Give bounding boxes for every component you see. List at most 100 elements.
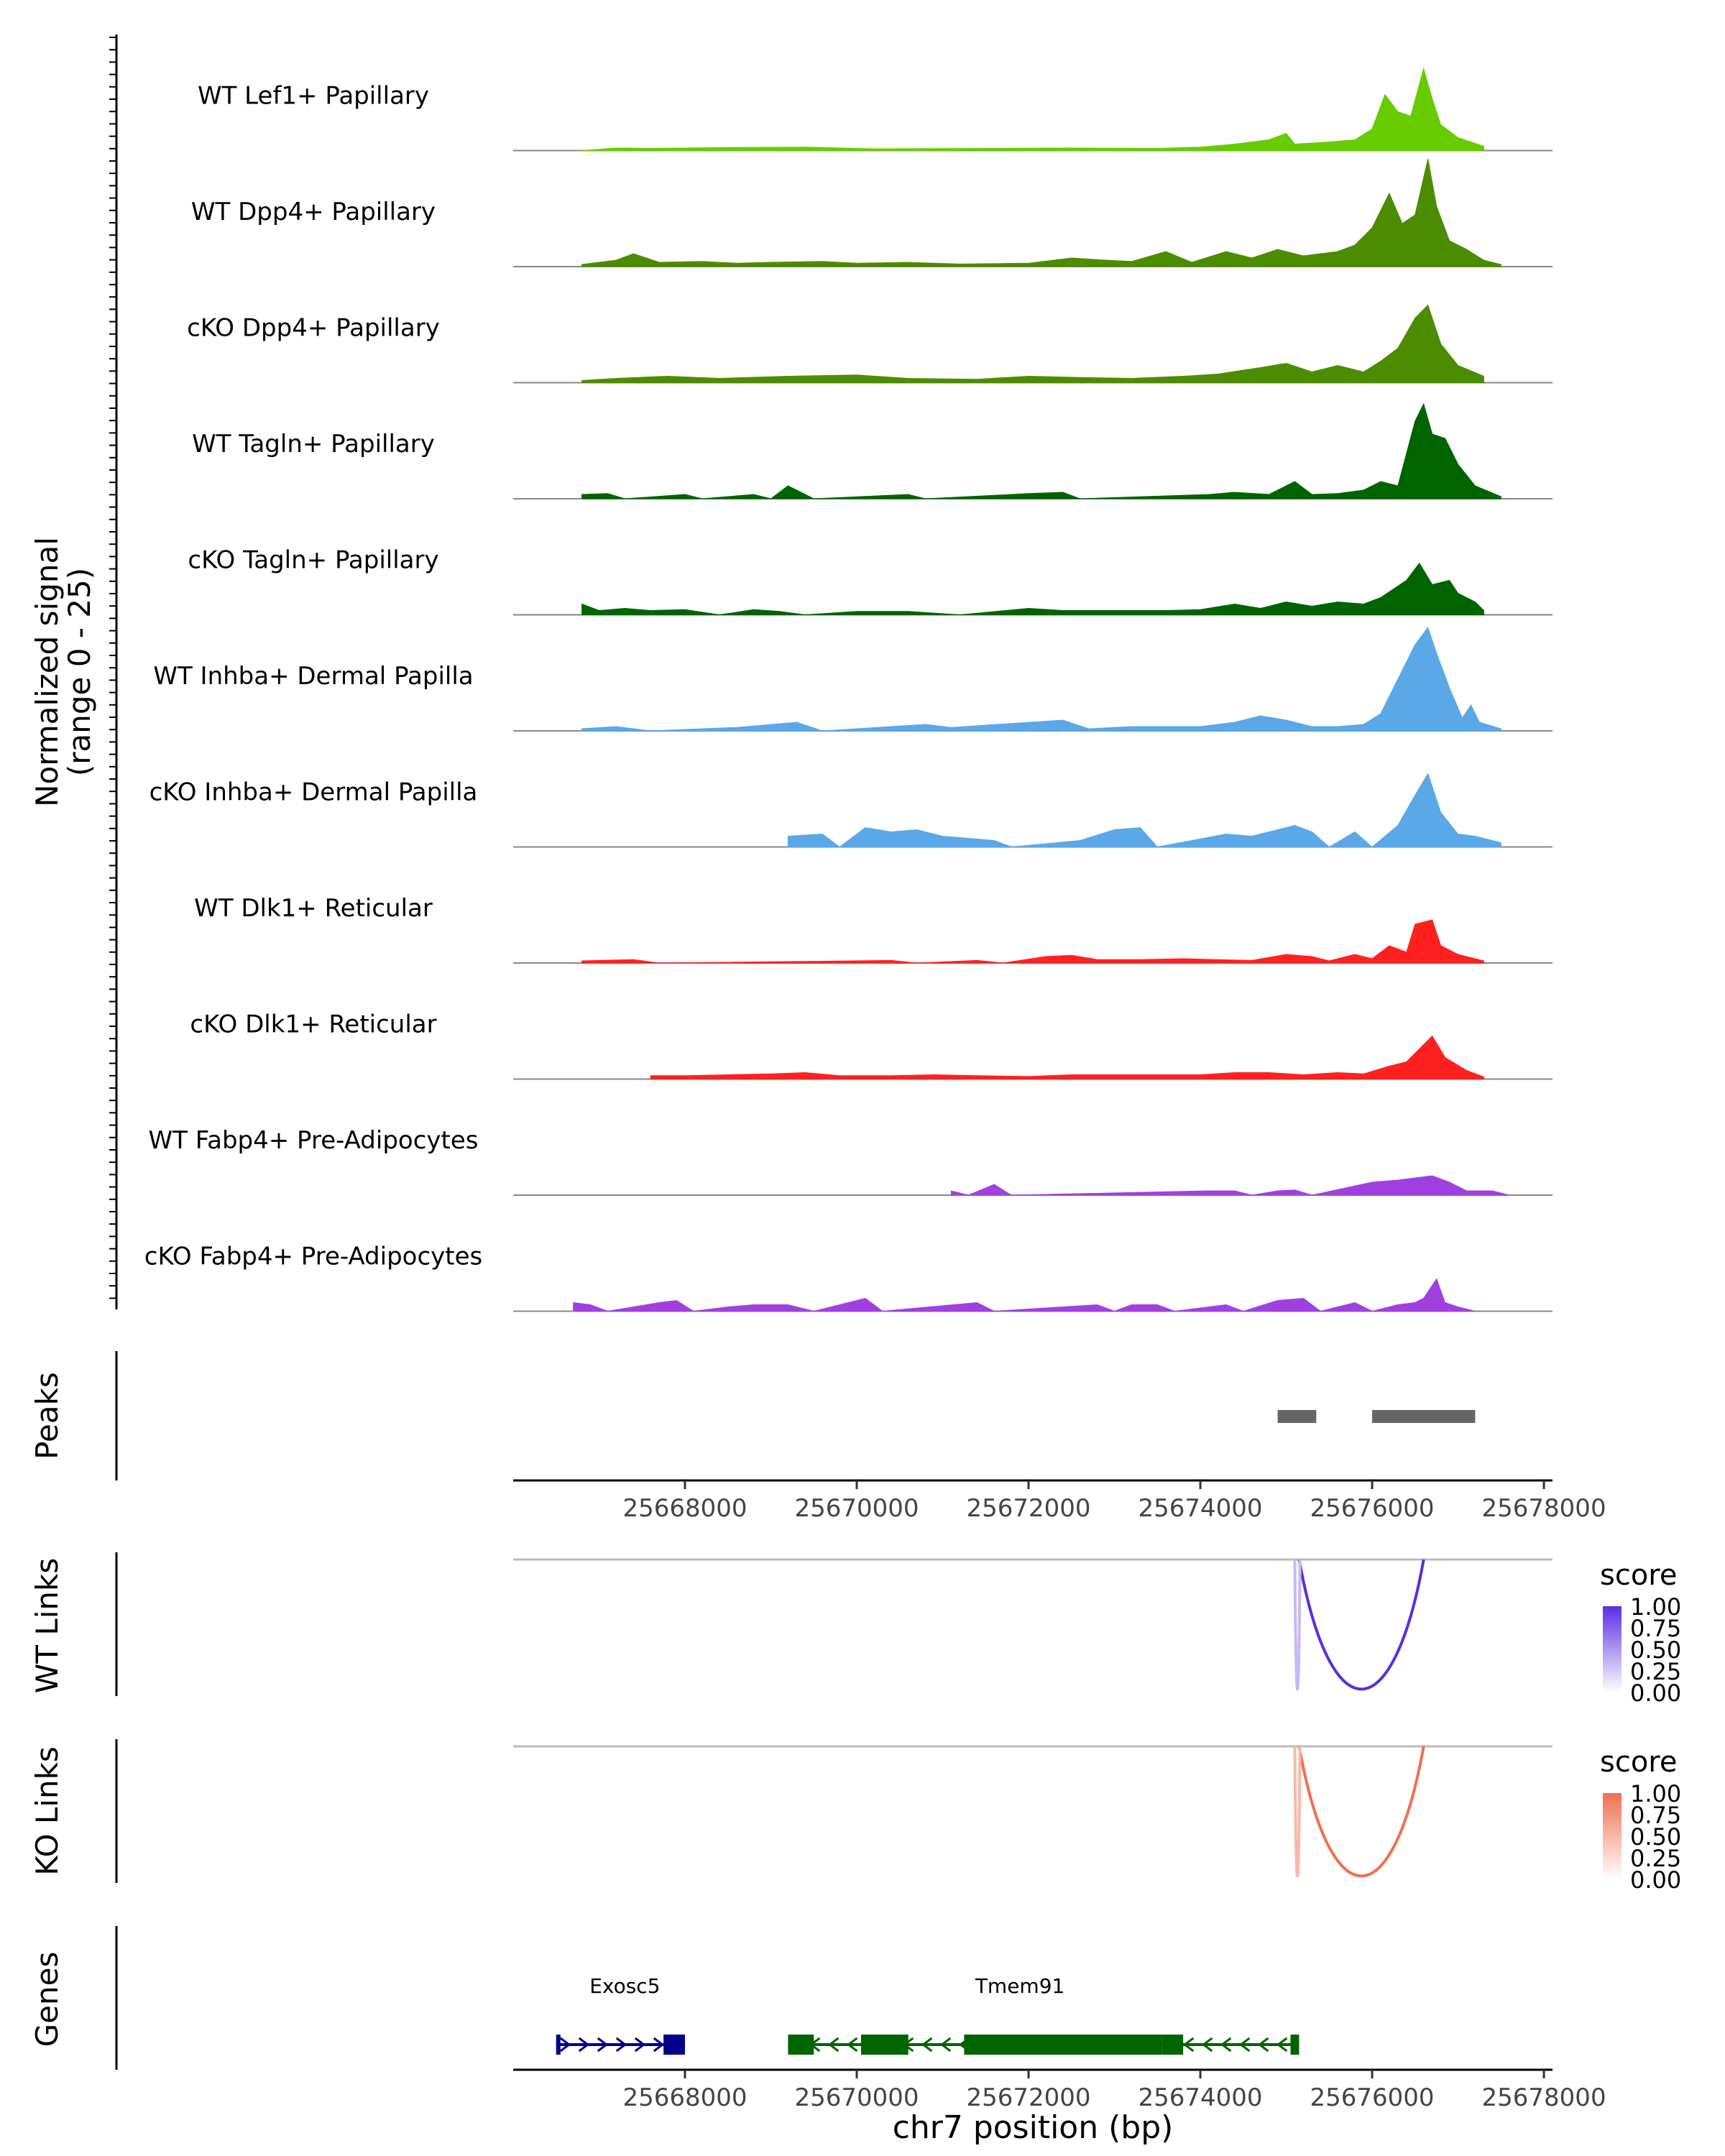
legend-tick-label: 0.50 (1630, 1636, 1681, 1664)
genes-x-axis: 25668000 25670000 25672000 25674000 25676000… (622, 2070, 1606, 2112)
ko-legend-title: score (1600, 1746, 1677, 1779)
coverage-track: WT Inhba+ Dermal Papilla (153, 626, 1552, 732)
genes-panel: Genes Exosc5 Tmem91 25668000 25670000 25672… (29, 1926, 1606, 2146)
legend-tick-label: 1.00 (1630, 1593, 1681, 1621)
gene-exon (663, 2035, 686, 2055)
strand-arrow (578, 2037, 590, 2053)
coverage-track: cKO Inhba+ Dermal Papilla (150, 773, 1552, 848)
x-tick-label: 25672000 (966, 1494, 1090, 1523)
x-axis-title: chr7 position (bp) (893, 2109, 1174, 2146)
legend-tick-label: 0.00 (1630, 1866, 1681, 1894)
legend-colorbar (1603, 1793, 1622, 1879)
gene-model: Tmem91 (788, 1974, 1300, 2055)
ko-links-label: KO Links (29, 1746, 65, 1876)
gene-exon (1162, 2035, 1184, 2055)
x-tick-label: 25672000 (966, 2083, 1090, 2112)
track-label: cKO Dlk1+ Reticular (190, 1010, 436, 1039)
strand-arrow (1276, 2037, 1288, 2053)
x-tick-label: 25678000 (1482, 1494, 1606, 1523)
legend-tick-label: 0.50 (1630, 1823, 1681, 1851)
x-tick-label: 25670000 (794, 2083, 919, 2112)
x-tick-label: 25678000 (1482, 2083, 1606, 2112)
legend-colorbar (1603, 1606, 1622, 1692)
strand-arrow (615, 2037, 627, 2053)
track-label: WT Dlk1+ Reticular (194, 894, 433, 923)
gene-models: Exosc5 Tmem91 (556, 1974, 1300, 2055)
links-track: 1.000.750.500.250.00 (513, 1745, 1681, 1894)
strand-arrow (1201, 2037, 1213, 2053)
coverage-area (787, 773, 1501, 848)
peaks-panel: Peaks 25668000 25670000 25672000 25674000 25… (29, 1351, 1606, 1523)
coverage-area (581, 562, 1484, 616)
strand-arrow (846, 2037, 858, 2053)
coverage-y-label-line1: Normalized signal (29, 537, 65, 807)
x-tick-label: 25668000 (622, 1494, 747, 1523)
peaks-x-axis: 25668000 25670000 25672000 25674000 25676000… (622, 1480, 1606, 1523)
coverage-area (581, 402, 1501, 499)
genes-label: Genes (29, 1952, 65, 2047)
track-label: WT Inhba+ Dermal Papilla (153, 662, 473, 691)
strand-arrow (921, 2037, 933, 2053)
links-panels: WT Links KO Links score score 1.000.750.… (29, 1552, 1681, 1894)
strand-arrow (559, 2037, 571, 2053)
x-tick-label: 25668000 (622, 2083, 747, 2112)
coverage-track: cKO Fabp4+ Pre-Adipocytes (144, 1243, 1552, 1312)
strand-arrow (1257, 2037, 1269, 2053)
strand-arrow (939, 2037, 952, 2053)
link-arc (1297, 1559, 1425, 1691)
link-arc (1293, 1746, 1302, 1878)
coverage-y-ticks (109, 37, 116, 1299)
coverage-track: cKO Dpp4+ Papillary (187, 304, 1552, 384)
peak-region (1372, 1410, 1476, 1423)
coverage-area (581, 626, 1501, 732)
x-tick-label: 25676000 (1310, 2083, 1435, 2112)
gene-exon (860, 2035, 908, 2055)
coverage-track: WT Lef1+ Papillary (198, 67, 1552, 152)
coverage-area (581, 67, 1484, 151)
strand-arrow (1238, 2037, 1251, 2053)
wt-links-label: WT Links (29, 1558, 65, 1693)
strand-arrow (1220, 2037, 1232, 2053)
coverage-y-axis (109, 34, 118, 1309)
track-label: WT Fabp4+ Pre-Adipocytes (149, 1126, 479, 1155)
legend-tick-label: 0.25 (1630, 1658, 1681, 1685)
gene-exon (964, 2035, 1162, 2055)
coverage-track: cKO Dlk1+ Reticular (190, 1010, 1552, 1080)
coverage-area (951, 1175, 1510, 1196)
track-label: cKO Dpp4+ Papillary (187, 314, 440, 343)
link-arcs: 1.000.750.500.250.001.000.750.500.250.00 (513, 1558, 1681, 1894)
gene-model: Exosc5 (556, 1974, 686, 2055)
coverage-area (650, 1035, 1484, 1079)
wt-legend-title: score (1600, 1559, 1677, 1592)
legend-tick-label: 0.75 (1630, 1615, 1681, 1642)
gene-exon (556, 2035, 561, 2055)
coverage-tracks: WT Lef1+ Papillary WT Dpp4+ Papillary cKO … (144, 67, 1552, 1312)
coverage-area (581, 304, 1484, 383)
strand-arrow (1182, 2037, 1195, 2053)
coverage-track: WT Dpp4+ Papillary (191, 158, 1552, 267)
x-tick-label: 25676000 (1310, 1494, 1435, 1523)
links-track: 1.000.750.500.250.00 (513, 1558, 1681, 1707)
gene-exon (1290, 2035, 1300, 2055)
gene-label: Exosc5 (589, 1974, 660, 1998)
coverage-area (581, 919, 1484, 964)
coverage-track: WT Dlk1+ Reticular (194, 894, 1552, 964)
x-tick-label: 25670000 (794, 1494, 919, 1523)
gene-exon (788, 2035, 814, 2055)
peak-regions (1277, 1410, 1476, 1423)
x-tick-label: 25674000 (1138, 1494, 1263, 1523)
coverage-track: WT Tagln+ Papillary (192, 402, 1552, 499)
strand-arrow (653, 2037, 665, 2053)
legend-tick-label: 0.25 (1630, 1845, 1681, 1872)
coverage-y-label-line2: (range 0 - 25) (62, 568, 97, 776)
track-label: cKO Inhba+ Dermal Papilla (150, 778, 478, 807)
peaks-label: Peaks (29, 1372, 65, 1460)
link-arc (1293, 1559, 1302, 1691)
legend-tick-label: 1.00 (1630, 1780, 1681, 1807)
strand-arrow (634, 2037, 646, 2053)
track-label: WT Lef1+ Papillary (198, 82, 429, 111)
coverage-area (573, 1278, 1476, 1312)
link-arc (1297, 1746, 1425, 1878)
coverage-track: cKO Tagln+ Papillary (188, 546, 1552, 616)
